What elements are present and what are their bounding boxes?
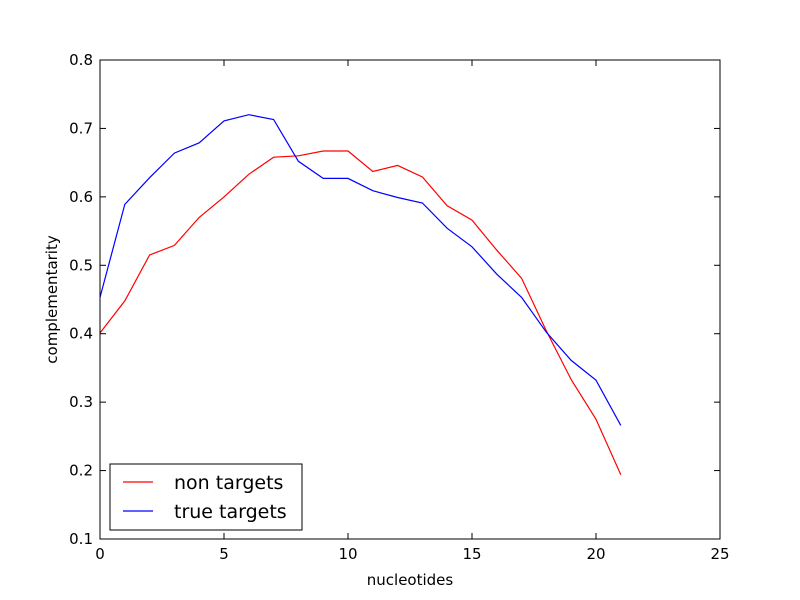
legend-label-true-targets: true targets bbox=[174, 501, 287, 523]
x-tick-label: 20 bbox=[586, 545, 605, 563]
series-line-true-targets bbox=[99, 114, 622, 426]
y-tick-label: 0.4 bbox=[69, 325, 93, 343]
x-tick-label: 0 bbox=[95, 545, 105, 563]
y-tick-label: 0.6 bbox=[69, 188, 93, 206]
y-tick-label: 0.7 bbox=[69, 119, 93, 137]
x-tick-label: 10 bbox=[338, 545, 357, 563]
x-tick-label: 25 bbox=[710, 545, 729, 563]
y-axis-label: complementarity bbox=[43, 235, 61, 364]
ticks-layer: 0 5 10 15 20 25 0.1 0.2 0.3 0.4 0.5 0.6 0.7 0.8 bbox=[69, 51, 729, 563]
y-tick-label: 0.1 bbox=[69, 530, 93, 548]
y-tick-label: 0.5 bbox=[69, 256, 93, 274]
plot-frame bbox=[99, 59, 721, 540]
legend-label-non-targets: non targets bbox=[174, 472, 283, 494]
x-tick-label: 5 bbox=[219, 545, 229, 563]
series-layer bbox=[99, 114, 622, 475]
series-line-non-targets bbox=[99, 150, 622, 475]
y-tick-label: 0.3 bbox=[69, 393, 93, 411]
y-tick-label: 0.2 bbox=[69, 462, 93, 480]
y-tick-label: 0.8 bbox=[69, 51, 93, 69]
x-axis-label: nucleotides bbox=[367, 571, 454, 589]
legend: non targets true targets bbox=[109, 463, 303, 531]
x-tick-label: 15 bbox=[462, 545, 481, 563]
legend-box bbox=[109, 463, 303, 531]
